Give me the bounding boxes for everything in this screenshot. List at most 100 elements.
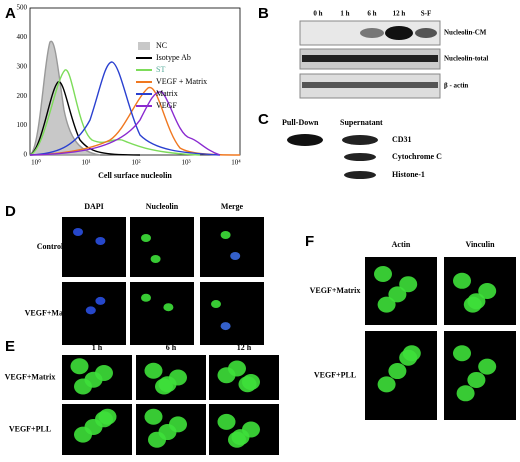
panel-label: E <box>5 338 15 355</box>
cell <box>70 358 89 375</box>
cell <box>467 293 486 310</box>
cell <box>73 228 83 236</box>
panel-label: C <box>258 111 269 128</box>
band <box>302 55 438 62</box>
column-label: Actin <box>392 240 411 249</box>
band <box>360 28 384 38</box>
column-label: DAPI <box>84 202 104 211</box>
y-tick-label: 100 <box>17 121 28 129</box>
cell <box>402 345 421 362</box>
row-label: β - actin <box>444 82 468 90</box>
row-label: Histone-1 <box>392 170 425 179</box>
st-curve <box>29 69 201 156</box>
panel-label: F <box>305 233 314 250</box>
column-label: 6 h <box>367 10 376 18</box>
cell <box>85 306 96 315</box>
row-label: VEGF+Matrix <box>310 286 361 295</box>
cell <box>388 286 407 303</box>
row-label: VEGF+Matrix <box>25 308 76 317</box>
cell <box>220 322 231 331</box>
cell <box>242 374 260 390</box>
x-tick-label: 10⁴ <box>231 159 241 167</box>
cell <box>211 300 221 309</box>
cell <box>388 363 407 380</box>
micrograph <box>200 217 264 277</box>
column-label: S-F <box>421 10 432 18</box>
y-tick-label: 500 <box>17 4 28 12</box>
isotype-curve <box>29 81 141 156</box>
cell <box>399 276 418 293</box>
cell <box>95 296 106 305</box>
panel-label: A <box>5 5 16 22</box>
cell <box>74 426 92 443</box>
cell <box>217 413 236 430</box>
band <box>287 134 323 146</box>
cell <box>150 255 161 263</box>
cell <box>478 358 497 375</box>
panel-label: D <box>5 203 16 220</box>
legend-label: VEGF + Matrix <box>156 77 207 86</box>
cell <box>231 429 250 446</box>
x-tick-label: 10¹ <box>81 159 90 167</box>
column-label: Pull-Down <box>282 118 319 127</box>
nc-curve <box>29 40 101 156</box>
band <box>302 82 438 88</box>
cell <box>478 283 497 299</box>
vegf-matrix-curve <box>29 87 241 156</box>
legend-label: VEGF <box>156 101 177 110</box>
column-label: 1 h <box>340 10 349 18</box>
column-label: 1 h <box>92 343 103 352</box>
row-label: Nucleolin-CM <box>444 29 487 37</box>
row-label: Cytochrome C <box>392 152 442 161</box>
cell <box>456 385 475 402</box>
y-tick-label: 400 <box>17 33 28 41</box>
micrograph <box>62 282 126 345</box>
legend-label: Isotype Ab <box>156 53 191 62</box>
cell <box>217 367 236 384</box>
column-label: 12 h <box>237 343 252 352</box>
cell <box>98 408 117 425</box>
row-label: VEGF+Matrix <box>5 372 56 381</box>
cell <box>230 252 241 260</box>
y-tick-label: 0 <box>24 151 28 159</box>
column-label: Nucleolin <box>146 202 179 211</box>
cell <box>158 376 177 393</box>
legend-label: NC <box>156 41 167 50</box>
cell <box>148 431 166 448</box>
cell <box>141 234 151 242</box>
cell <box>144 408 163 425</box>
row-label: VEGF+PLL <box>9 424 51 433</box>
cell <box>377 296 396 313</box>
x-tick-label: 10³ <box>181 159 190 167</box>
micrograph <box>200 282 264 345</box>
panel-label: B <box>258 5 269 22</box>
cell <box>453 345 471 362</box>
micrograph <box>130 282 194 345</box>
column-label: Vinculin <box>465 240 495 249</box>
matrix-curve <box>29 61 221 156</box>
histograms <box>29 40 241 156</box>
legend-label: Matrix <box>156 89 178 98</box>
y-tick-label: 300 <box>17 62 28 70</box>
cell <box>467 371 486 388</box>
vegf-curve <box>29 91 221 156</box>
column-label: 6 h <box>166 343 177 352</box>
cell <box>141 293 151 302</box>
x-tick-label: 10² <box>131 159 140 167</box>
x-axis-label: Cell surface nucleolin <box>98 171 172 180</box>
legend-swatch <box>138 42 150 50</box>
cell <box>95 237 106 245</box>
row-label: Nucleolin-total <box>444 55 488 63</box>
row-label: Control <box>37 242 64 251</box>
cell <box>377 376 396 393</box>
cell <box>144 362 163 379</box>
band <box>344 171 376 179</box>
legend-label: ST <box>156 65 165 74</box>
x-tick-label: 10⁰ <box>31 159 41 167</box>
y-tick-label: 200 <box>17 92 28 100</box>
cell <box>374 266 392 282</box>
band <box>342 135 378 145</box>
micrograph <box>62 217 126 277</box>
cell <box>74 378 92 395</box>
